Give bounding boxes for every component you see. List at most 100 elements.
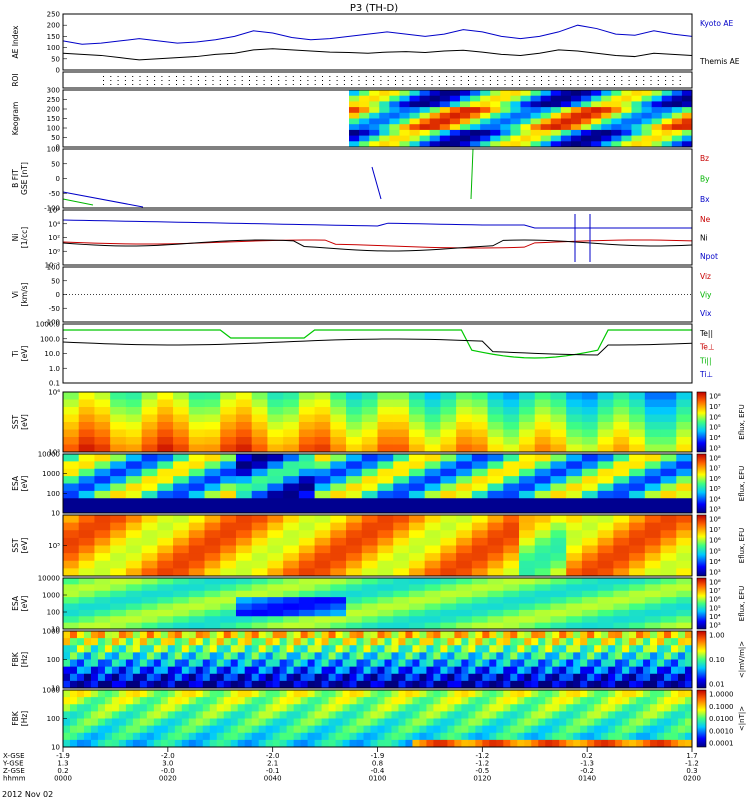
spectrogram-cell xyxy=(660,437,677,445)
spectrogram-cell xyxy=(419,732,427,741)
spectrogram-cell xyxy=(538,690,546,698)
spectrogram-cell xyxy=(531,673,539,682)
spectrogram-cell xyxy=(346,590,363,598)
spectrogram-cell xyxy=(110,545,127,554)
coord-value: -2.0 xyxy=(161,752,175,760)
spectrogram-cell xyxy=(78,476,95,484)
keogram-cell xyxy=(409,124,421,131)
spectrogram-cell xyxy=(496,704,504,712)
spectrogram-cell xyxy=(461,673,469,682)
spectrogram-cell xyxy=(146,659,155,668)
spectrogram-cell xyxy=(538,718,546,727)
spectrogram-cell xyxy=(251,609,268,617)
spectrogram-cell xyxy=(160,690,169,698)
spectrogram-cell xyxy=(426,673,434,682)
spectrogram-cell xyxy=(613,522,630,531)
spectrogram-cell xyxy=(424,553,441,562)
spectrogram-cell xyxy=(597,560,614,569)
spectrogram-cell xyxy=(153,631,162,639)
spectrogram-cell xyxy=(440,476,457,484)
spectrogram-cell xyxy=(587,645,595,653)
spectrogram-cell xyxy=(503,680,511,689)
spectrogram-cell xyxy=(471,553,489,562)
spectrogram-cell xyxy=(139,680,148,689)
spectrogram-cell xyxy=(581,490,599,499)
spectrogram-cell xyxy=(237,631,246,639)
spectrogram-cell xyxy=(377,392,394,400)
spectrogram-cell xyxy=(391,711,399,719)
spectrogram-cell xyxy=(76,690,85,698)
keogram-cell xyxy=(641,95,653,102)
spectrogram-cell xyxy=(581,609,599,617)
spectrogram-cell xyxy=(204,597,221,604)
spectrogram-cell xyxy=(83,718,92,727)
roi-dot xyxy=(205,80,207,81)
spectrogram-cell xyxy=(195,638,204,646)
spectrogram-cell xyxy=(230,645,239,653)
spectrogram-cell xyxy=(125,638,134,646)
spectrogram-cell xyxy=(519,483,536,492)
keogram-cell xyxy=(369,135,380,142)
spectrogram-cell xyxy=(550,590,567,598)
spectrogram-cell xyxy=(566,468,583,477)
spectrogram-cell xyxy=(94,597,111,604)
spectrogram-cell xyxy=(314,437,331,445)
spectrogram-cell xyxy=(496,673,504,682)
spectrogram-cell xyxy=(321,718,330,727)
spectrogram-cell xyxy=(363,631,372,639)
spectrogram-cell xyxy=(141,498,158,507)
keogram-cell xyxy=(419,101,431,108)
keogram-cell xyxy=(459,107,471,114)
roi-dot xyxy=(307,80,309,81)
keogram-cell xyxy=(601,135,612,142)
legend-entry: Npot xyxy=(700,252,718,261)
spectrogram-cell xyxy=(94,515,111,524)
roi-dot xyxy=(146,84,148,85)
spectrogram-cell xyxy=(412,697,420,705)
spectrogram-cell xyxy=(408,584,426,592)
roi-dot xyxy=(643,84,645,85)
spectrogram-cell xyxy=(424,490,441,499)
spectrogram-cell xyxy=(361,515,378,524)
spectrogram-cell xyxy=(644,454,662,462)
panel-frame xyxy=(62,71,693,89)
spectrogram-cell xyxy=(181,739,190,748)
spectrogram-cell xyxy=(384,718,392,727)
colorbar-tick-label: 10⁶ xyxy=(709,475,721,483)
spectrogram-cell xyxy=(393,461,410,470)
keogram-cell xyxy=(419,129,431,137)
spectrogram-cell xyxy=(314,578,331,585)
spectrogram-cell xyxy=(629,597,646,604)
spectrogram-cell xyxy=(524,697,532,705)
spectrogram-cell xyxy=(384,666,392,675)
colorbar-tick-label: 0.0010 xyxy=(709,727,734,735)
spectrogram-cell xyxy=(300,652,309,660)
spectrogram-cell xyxy=(398,645,406,653)
spectrogram-cell xyxy=(272,638,281,646)
spectrogram-cell xyxy=(335,697,344,705)
spectrogram-cell xyxy=(456,537,473,546)
spectrogram-cell xyxy=(660,597,677,604)
spectrogram-cell xyxy=(69,725,78,734)
roi-dot xyxy=(183,80,185,81)
y-tick-label: 10⁰ xyxy=(48,248,60,256)
spectrogram-cell xyxy=(482,725,490,734)
spectrogram-cell xyxy=(230,652,239,660)
spectrogram-cell xyxy=(587,652,595,660)
spectrogram-cell xyxy=(321,638,330,646)
spectrogram-cell xyxy=(63,437,80,445)
spectrogram-cell xyxy=(181,704,190,712)
spectrogram-cell xyxy=(550,584,567,592)
spectrogram-cell xyxy=(552,659,560,668)
spectrogram-cell xyxy=(157,468,174,477)
spectrogram-cell xyxy=(174,739,183,748)
spectrogram-cell xyxy=(125,690,134,698)
spectrogram-cell xyxy=(552,704,560,712)
spectrogram-cell xyxy=(629,578,646,585)
spectrogram-cell xyxy=(321,645,330,653)
spectrogram-cell xyxy=(440,522,457,531)
keogram-cell xyxy=(500,118,511,125)
spectrogram-cell xyxy=(153,673,162,682)
spectrogram-cell xyxy=(141,505,158,514)
keogram-cell xyxy=(671,135,683,142)
